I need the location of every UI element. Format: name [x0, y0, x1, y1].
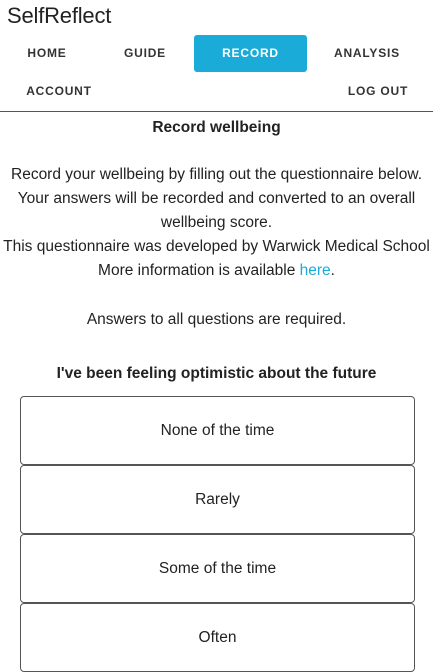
more-info-link[interactable]: here [299, 262, 331, 279]
intro-line-4: This questionnaire was developed by Warw… [3, 238, 430, 255]
nav-record[interactable]: RECORD [194, 35, 307, 72]
nav-analysis[interactable]: ANALYSIS [334, 46, 400, 60]
nav-home[interactable]: HOME [27, 46, 67, 60]
answer-option-often[interactable]: Often [20, 603, 415, 672]
more-info-suffix: . [330, 262, 335, 279]
answer-option-rarely[interactable]: Rarely [20, 465, 415, 534]
more-info-prefix: More information is available [98, 262, 300, 279]
app-title: SelfReflect [7, 3, 112, 28]
question-text: I've been feeling optimistic about the f… [56, 365, 377, 382]
nav-logout[interactable]: LOG OUT [347, 84, 409, 98]
nav-account[interactable]: ACCOUNT [26, 84, 92, 98]
required-note: Answers to all questions are required. [86, 311, 347, 328]
intro-line-2: Your answers will be recorded and conver… [17, 190, 416, 207]
more-info-line: More information is available here. [0, 259, 433, 283]
answer-option-some[interactable]: Some of the time [20, 534, 415, 603]
page-heading: Record wellbeing [152, 119, 281, 136]
intro-text: Record your wellbeing by filling out the… [0, 163, 433, 283]
header-divider [0, 111, 433, 112]
answer-option-none[interactable]: None of the time [20, 396, 415, 465]
nav-guide[interactable]: GUIDE [123, 46, 166, 60]
intro-line-1: Record your wellbeing by filling out the… [11, 166, 422, 183]
intro-line-3: wellbeing score. [160, 214, 273, 231]
